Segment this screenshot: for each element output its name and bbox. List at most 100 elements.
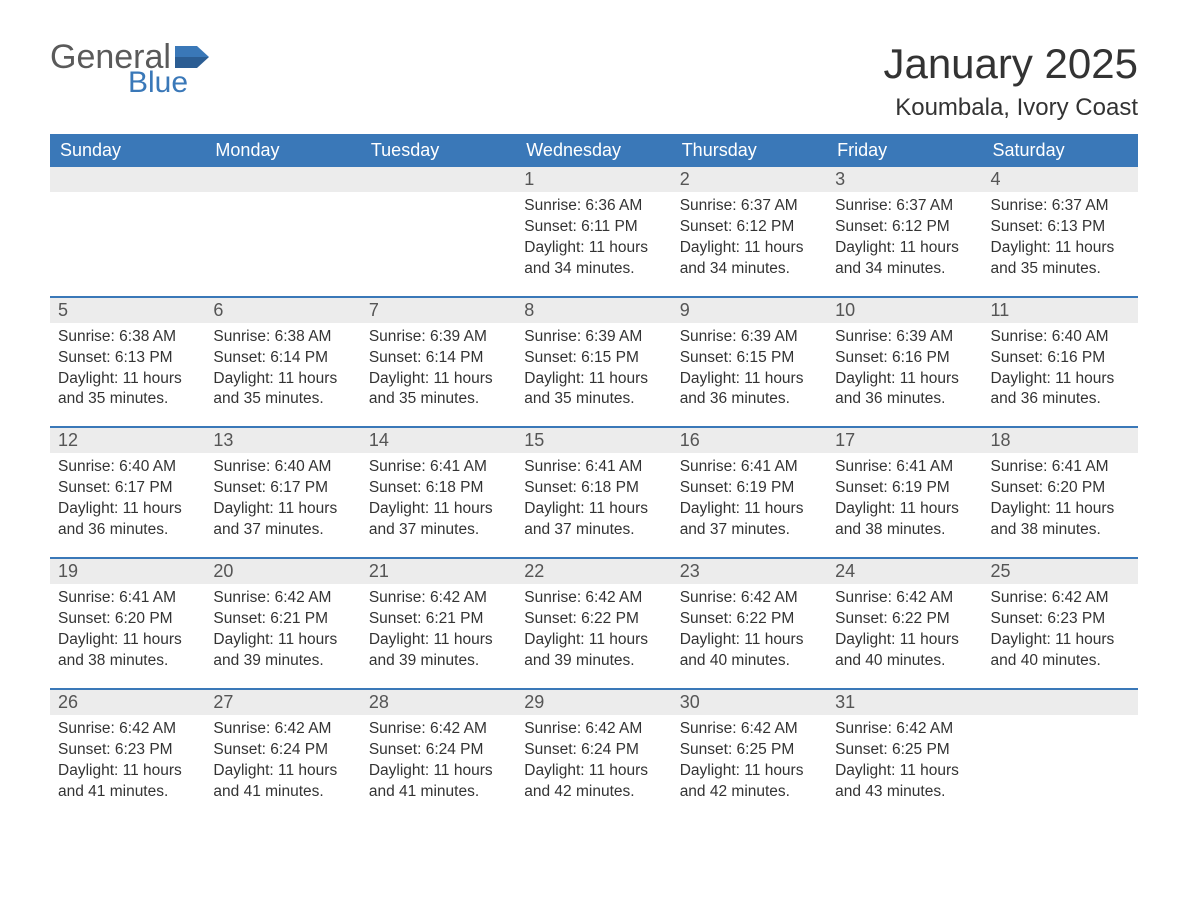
day-details: Sunrise: 6:38 AMSunset: 6:13 PMDaylight:… [50,327,205,411]
daylight-text: Daylight: 11 hours and 36 minutes. [58,499,197,541]
sunrise-text: Sunrise: 6:38 AM [213,327,352,348]
sunset-text: Sunset: 6:19 PM [835,478,974,499]
day-cell [205,167,360,296]
daylight-text: Daylight: 11 hours and 37 minutes. [213,499,352,541]
daylight-text: Daylight: 11 hours and 37 minutes. [524,499,663,541]
daylight-text: Daylight: 11 hours and 39 minutes. [524,630,663,672]
day-number [50,167,205,192]
day-details: Sunrise: 6:42 AMSunset: 6:24 PMDaylight:… [361,719,516,803]
daylight-text: Daylight: 11 hours and 40 minutes. [680,630,819,672]
sunset-text: Sunset: 6:14 PM [213,348,352,369]
day-cell: 29Sunrise: 6:42 AMSunset: 6:24 PMDayligh… [516,690,671,819]
week-row: 26Sunrise: 6:42 AMSunset: 6:23 PMDayligh… [50,688,1138,819]
day-cell: 17Sunrise: 6:41 AMSunset: 6:19 PMDayligh… [827,428,982,557]
sunrise-text: Sunrise: 6:42 AM [680,588,819,609]
month-title: January 2025 [883,40,1138,88]
day-number: 31 [827,690,982,715]
day-details: Sunrise: 6:42 AMSunset: 6:21 PMDaylight:… [361,588,516,672]
sunrise-text: Sunrise: 6:42 AM [835,588,974,609]
day-number: 19 [50,559,205,584]
daylight-text: Daylight: 11 hours and 35 minutes. [58,369,197,411]
sunrise-text: Sunrise: 6:42 AM [524,588,663,609]
daylight-text: Daylight: 11 hours and 39 minutes. [213,630,352,672]
day-number: 7 [361,298,516,323]
daylight-text: Daylight: 11 hours and 38 minutes. [835,499,974,541]
logo-text-blue: Blue [128,68,209,98]
day-number: 21 [361,559,516,584]
sunset-text: Sunset: 6:18 PM [369,478,508,499]
sunset-text: Sunset: 6:17 PM [213,478,352,499]
day-cell: 28 Sunrise: 6:42 AMSunset: 6:24 PMDayligh… [361,690,516,819]
day-number [205,167,360,192]
sunrise-text: Sunrise: 6:42 AM [835,719,974,740]
daylight-text: Daylight: 11 hours and 40 minutes. [835,630,974,672]
day-cell: 27 Sunrise: 6:42 AMSunset: 6:24 PMDayligh… [205,690,360,819]
day-cell: 2Sunrise: 6:37 AMSunset: 6:12 PMDaylight… [672,167,827,296]
day-number: 15 [516,428,671,453]
day-cell [983,690,1138,819]
sunrise-text: Sunrise: 6:40 AM [58,457,197,478]
day-details: Sunrise: 6:42 AMSunset: 6:22 PMDaylight:… [516,588,671,672]
day-details: Sunrise: 6:41 AMSunset: 6:19 PMDaylight:… [672,457,827,541]
day-details: Sunrise: 6:40 AMSunset: 6:17 PMDaylight:… [50,457,205,541]
day-details: Sunrise: 6:37 AMSunset: 6:13 PMDaylight:… [983,196,1138,280]
sunrise-text: Sunrise: 6:42 AM [213,719,352,740]
sunset-text: Sunset: 6:21 PM [369,609,508,630]
sunrise-text: Sunrise: 6:42 AM [524,719,663,740]
day-details: Sunrise: 6:39 AMSunset: 6:15 PMDaylight:… [516,327,671,411]
daylight-text: Daylight: 11 hours and 41 minutes. [213,761,352,803]
sunrise-text: Sunrise: 6:41 AM [991,457,1130,478]
day-cell [50,167,205,296]
day-cell: 10Sunrise: 6:39 AMSunset: 6:16 PMDayligh… [827,298,982,427]
sunset-text: Sunset: 6:12 PM [680,217,819,238]
sunset-text: Sunset: 6:24 PM [213,740,352,761]
sunset-text: Sunset: 6:21 PM [213,609,352,630]
day-details: Sunrise: 6:42 AMSunset: 6:23 PMDaylight:… [50,719,205,803]
day-number: 28 [361,690,516,715]
sunrise-text: Sunrise: 6:42 AM [680,719,819,740]
day-details: Sunrise: 6:41 AMSunset: 6:20 PMDaylight:… [983,457,1138,541]
day-cell: 9Sunrise: 6:39 AMSunset: 6:15 PMDaylight… [672,298,827,427]
sunset-text: Sunset: 6:24 PM [524,740,663,761]
day-number: 14 [361,428,516,453]
week-row: 1Sunrise: 6:36 AMSunset: 6:11 PMDaylight… [50,167,1138,296]
daylight-text: Daylight: 11 hours and 41 minutes. [58,761,197,803]
dow-saturday: Saturday [983,134,1138,167]
day-number: 27 [205,690,360,715]
sunrise-text: Sunrise: 6:41 AM [680,457,819,478]
day-cell: 31Sunrise: 6:42 AMSunset: 6:25 PMDayligh… [827,690,982,819]
day-number [983,690,1138,715]
daylight-text: Daylight: 11 hours and 42 minutes. [524,761,663,803]
day-cell: 20Sunrise: 6:42 AMSunset: 6:21 PMDayligh… [205,559,360,688]
sunrise-text: Sunrise: 6:39 AM [524,327,663,348]
daylight-text: Daylight: 11 hours and 39 minutes. [369,630,508,672]
day-details: Sunrise: 6:36 AMSunset: 6:11 PMDaylight:… [516,196,671,280]
day-cell: 14Sunrise: 6:41 AMSunset: 6:18 PMDayligh… [361,428,516,557]
day-cell: 5Sunrise: 6:38 AMSunset: 6:13 PMDaylight… [50,298,205,427]
dow-thursday: Thursday [672,134,827,167]
day-details: Sunrise: 6:41 AMSunset: 6:20 PMDaylight:… [50,588,205,672]
dow-tuesday: Tuesday [361,134,516,167]
day-number: 20 [205,559,360,584]
day-details: Sunrise: 6:42 AMSunset: 6:23 PMDaylight:… [983,588,1138,672]
sunset-text: Sunset: 6:20 PM [58,609,197,630]
daylight-text: Daylight: 11 hours and 43 minutes. [835,761,974,803]
day-cell: 23Sunrise: 6:42 AMSunset: 6:22 PMDayligh… [672,559,827,688]
sunrise-text: Sunrise: 6:42 AM [369,588,508,609]
day-number: 23 [672,559,827,584]
day-cell: 11Sunrise: 6:40 AMSunset: 6:16 PMDayligh… [983,298,1138,427]
sunset-text: Sunset: 6:22 PM [835,609,974,630]
daylight-text: Daylight: 11 hours and 36 minutes. [835,369,974,411]
day-number: 13 [205,428,360,453]
title-block: January 2025 Koumbala, Ivory Coast [883,40,1138,122]
sunset-text: Sunset: 6:20 PM [991,478,1130,499]
daylight-text: Daylight: 11 hours and 38 minutes. [58,630,197,672]
sunset-text: Sunset: 6:17 PM [58,478,197,499]
day-details: Sunrise: 6:42 AMSunset: 6:25 PMDaylight:… [672,719,827,803]
day-details: Sunrise: 6:42 AMSunset: 6:24 PMDaylight:… [205,719,360,803]
sunset-text: Sunset: 6:18 PM [524,478,663,499]
sunrise-text: Sunrise: 6:40 AM [213,457,352,478]
day-details: Sunrise: 6:39 AMSunset: 6:15 PMDaylight:… [672,327,827,411]
day-details: Sunrise: 6:38 AMSunset: 6:14 PMDaylight:… [205,327,360,411]
day-cell: 4Sunrise: 6:37 AMSunset: 6:13 PMDaylight… [983,167,1138,296]
